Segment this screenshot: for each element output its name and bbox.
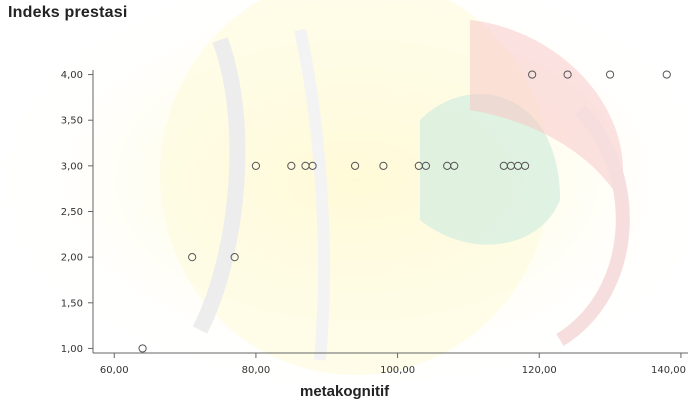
x-axis-title: metakognitif [300,383,390,400]
data-point [421,161,431,170]
data-point [251,161,261,170]
y-tick-label: 1,50 [61,298,83,309]
data-point [308,161,317,170]
x-tick-label: 80,00 [242,365,271,376]
x-tick-label: 60,00 [100,365,129,376]
data-point [513,161,523,170]
data-point [414,161,423,170]
data-point [379,161,388,170]
data-points [138,70,671,353]
x-tick-label: 140,00 [651,365,686,376]
x-tick-label: 100,00 [380,365,415,376]
data-point [443,161,452,170]
y-tick-label: 2,00 [61,253,83,264]
data-point [301,161,310,170]
data-point [450,161,459,170]
y-tick-label: 3,50 [61,116,83,127]
y-tick-label: 1,00 [61,344,83,355]
x-ticks: 60,00 80,00 100,00 120,00 140,00 [100,353,686,376]
data-point [287,161,296,170]
data-point [506,161,516,170]
y-axis-title: Indeks prestasi [8,4,128,21]
data-point [188,253,197,262]
data-point [563,70,572,79]
data-point [350,161,360,170]
data-point [662,70,671,79]
data-point [230,253,239,262]
y-ticks: 1,00 1,50 2,00 2,50 3,00 3,50 4,00 [61,70,93,355]
x-tick-label: 120,00 [522,365,557,376]
data-point [138,344,147,353]
data-point [499,161,508,170]
data-point [528,70,537,79]
y-tick-label: 2,50 [61,207,83,218]
y-tick-label: 3,00 [61,161,83,172]
y-tick-label: 4,00 [61,70,83,81]
data-point [605,70,615,79]
data-point [520,161,530,170]
